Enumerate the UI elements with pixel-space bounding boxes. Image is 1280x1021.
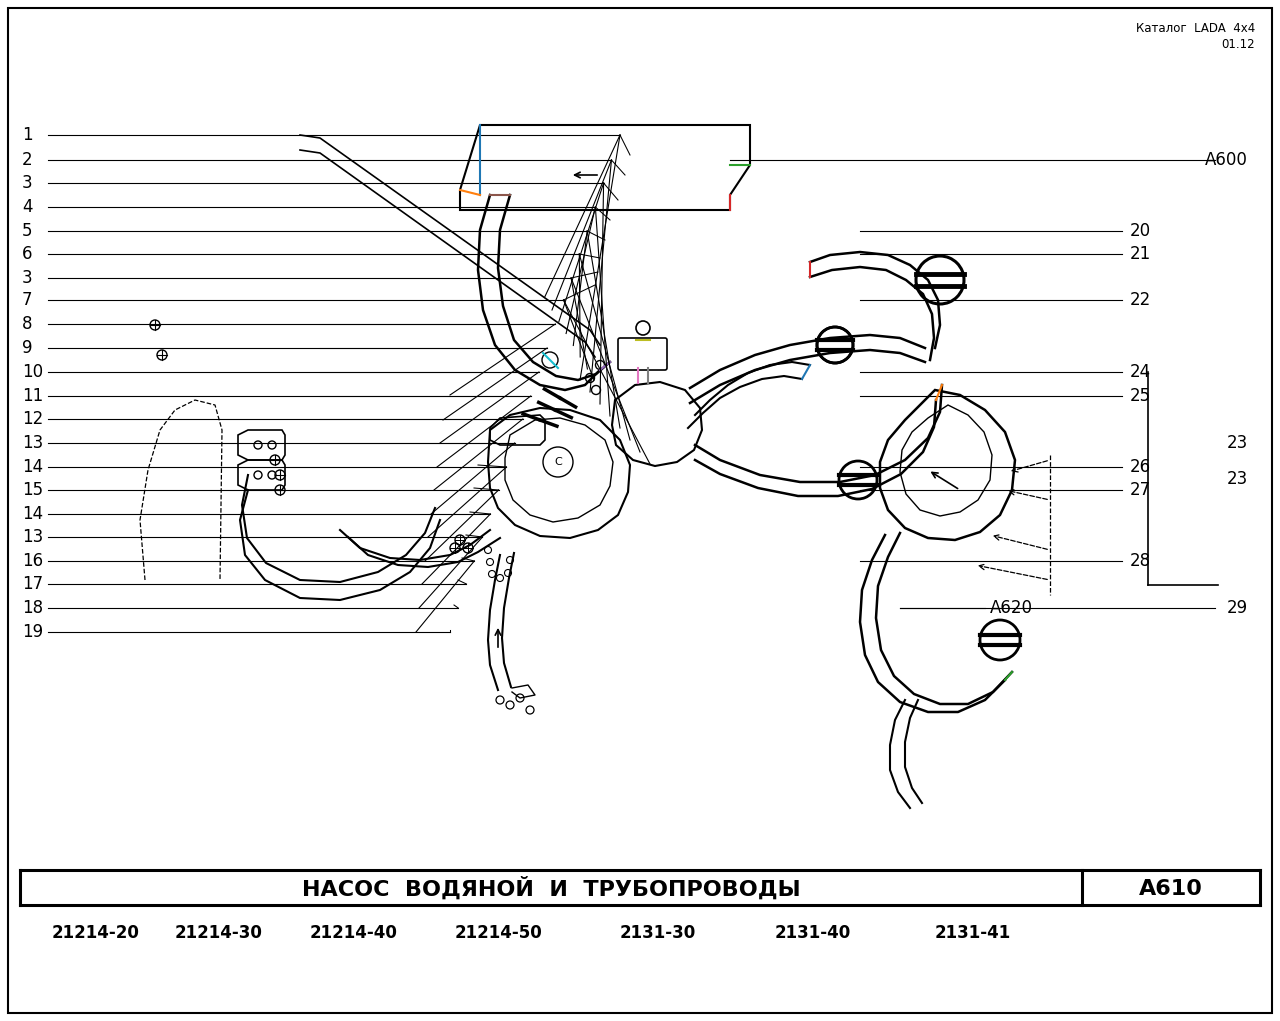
- Text: 8: 8: [22, 315, 32, 333]
- Text: 23: 23: [1226, 434, 1248, 452]
- Text: 2131-30: 2131-30: [620, 924, 696, 942]
- Text: А600: А600: [1206, 151, 1248, 169]
- Text: 7: 7: [22, 291, 32, 309]
- Text: C: C: [554, 457, 562, 467]
- Text: 21214-40: 21214-40: [310, 924, 398, 942]
- Text: 29: 29: [1226, 599, 1248, 617]
- Text: А620: А620: [989, 599, 1033, 617]
- Text: 1: 1: [22, 126, 32, 144]
- Text: 26: 26: [1130, 458, 1151, 476]
- Text: 23: 23: [1226, 470, 1248, 487]
- Text: 18: 18: [22, 599, 44, 617]
- Text: 13: 13: [22, 528, 44, 546]
- Text: 17: 17: [22, 575, 44, 593]
- Text: 6: 6: [22, 245, 32, 263]
- Text: 24: 24: [1130, 363, 1151, 381]
- Text: 21: 21: [1130, 245, 1151, 263]
- Text: 2131-41: 2131-41: [934, 924, 1011, 942]
- Text: А610: А610: [1139, 878, 1203, 898]
- Text: 10: 10: [22, 363, 44, 381]
- Text: 12: 12: [22, 410, 44, 428]
- Text: 25: 25: [1130, 387, 1151, 405]
- Text: 19: 19: [22, 623, 44, 641]
- Text: 21214-30: 21214-30: [175, 924, 262, 942]
- Text: 21214-20: 21214-20: [52, 924, 140, 942]
- Text: 27: 27: [1130, 481, 1151, 499]
- Text: 9: 9: [22, 339, 32, 357]
- Text: 14: 14: [22, 458, 44, 476]
- Text: 28: 28: [1130, 552, 1151, 570]
- Text: 4: 4: [22, 198, 32, 216]
- Text: 13: 13: [22, 434, 44, 452]
- Text: Каталог  LADA  4x4: Каталог LADA 4x4: [1135, 22, 1254, 35]
- Text: 20: 20: [1130, 222, 1151, 240]
- Text: 11: 11: [22, 387, 44, 405]
- Text: 3: 3: [22, 269, 32, 287]
- Text: 3: 3: [22, 174, 32, 192]
- Text: 2: 2: [22, 151, 32, 169]
- Text: 15: 15: [22, 481, 44, 499]
- Text: 01.12: 01.12: [1221, 38, 1254, 51]
- Text: 14: 14: [22, 505, 44, 523]
- Text: 5: 5: [22, 222, 32, 240]
- Text: 21214-50: 21214-50: [454, 924, 543, 942]
- Text: 22: 22: [1130, 291, 1151, 309]
- Text: 2131-40: 2131-40: [774, 924, 851, 942]
- Text: 16: 16: [22, 552, 44, 570]
- Text: НАСОС  ВОДЯНОЙ  И  ТРУБОПРОВОДЫ: НАСОС ВОДЯНОЙ И ТРУБОПРОВОДЫ: [302, 877, 800, 901]
